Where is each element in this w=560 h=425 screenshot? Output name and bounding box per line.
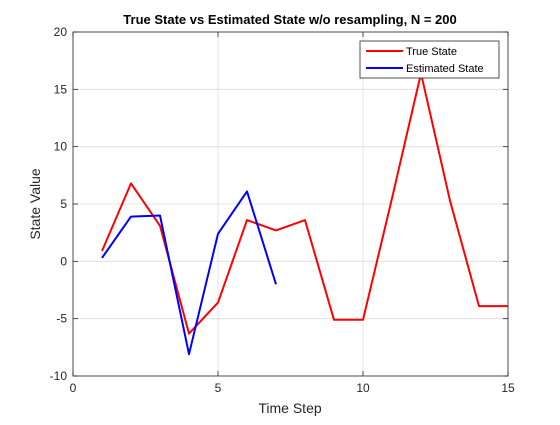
chart-title: True State vs Estimated State w/o resamp… xyxy=(123,12,456,27)
y-tick-label: -5 xyxy=(56,312,67,326)
legend-label-true-state: True State xyxy=(406,46,457,58)
x-tick-label: 10 xyxy=(356,381,370,395)
y-tick-label: 15 xyxy=(54,82,68,96)
grid xyxy=(73,32,508,376)
x-tick-label: 15 xyxy=(501,381,515,395)
y-tick-label: 5 xyxy=(60,197,67,211)
y-axis-label: State Value xyxy=(27,168,43,240)
legend-label-estimated-state: Estimated State xyxy=(406,63,484,75)
x-axis-label: Time Step xyxy=(258,400,321,416)
y-tick-label: 20 xyxy=(54,25,68,39)
y-tick-label: 0 xyxy=(60,254,67,268)
y-tick-label: 10 xyxy=(54,140,68,154)
y-tick-label: -10 xyxy=(50,369,68,383)
x-tick-label: 0 xyxy=(70,381,77,395)
x-tick-label: 5 xyxy=(215,381,222,395)
legend: True State Estimated State xyxy=(360,41,499,78)
